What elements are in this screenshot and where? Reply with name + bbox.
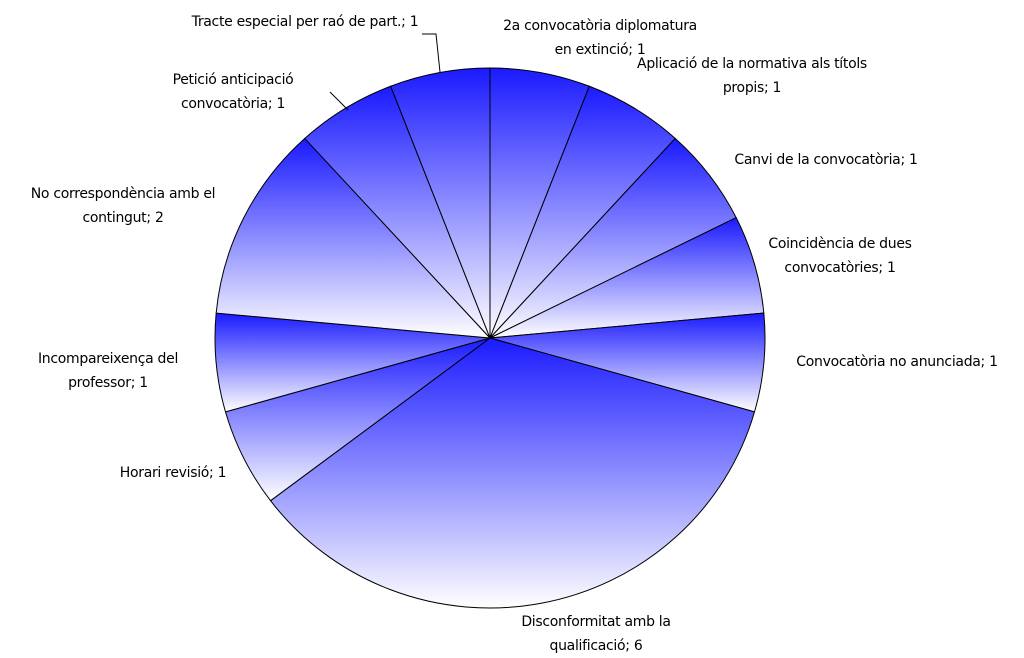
- slice-label: Convocatòria no anunciada; 1: [796, 354, 998, 370]
- slice-label: Coincidència de dues convocatòries; 1: [768, 236, 912, 276]
- slice-label: Incompareixença del professor; 1: [37, 351, 179, 391]
- slice-label: Canvi de la convocatòria; 1: [734, 152, 918, 168]
- slice-label: Horari revisió; 1: [119, 465, 227, 481]
- pie-slice: [390, 67, 491, 339]
- leader-line: [329, 91, 349, 111]
- slice-label: No correspondència amb el contingut; 2: [30, 186, 216, 226]
- slice-label: Disconformitat amb la qualificació; 6: [521, 614, 671, 654]
- pie-slice: [215, 137, 492, 339]
- pie-slice: [269, 337, 756, 609]
- leader-line: [422, 33, 441, 73]
- slice-label: 2a convocatòria diplomatura en extinció;…: [503, 18, 697, 58]
- slice-label: Tracte especial per raó de part.; 1: [191, 14, 419, 30]
- slice-label: Aplicació de la normativa als títols pro…: [637, 56, 867, 96]
- slice-label: Petició anticipació convocatòria; 1: [172, 72, 294, 112]
